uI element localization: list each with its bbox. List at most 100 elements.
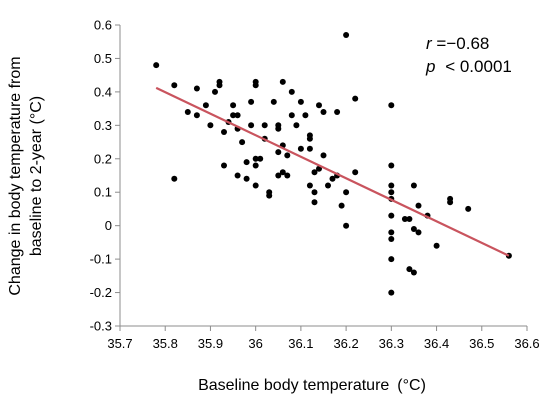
y-tick-label: 0.6 xyxy=(94,18,112,33)
r-annotation: r =−0.68 xyxy=(426,34,489,53)
data-point xyxy=(193,112,200,119)
x-tick-label: 35.8 xyxy=(153,336,178,351)
regression-line xyxy=(155,86,510,257)
data-point xyxy=(415,229,422,236)
data-point xyxy=(343,189,350,196)
data-point xyxy=(306,135,313,142)
r-symbol: r xyxy=(426,34,433,53)
data-point xyxy=(297,145,304,152)
data-point xyxy=(212,88,218,95)
x-tick-label: 36.6 xyxy=(514,336,539,351)
r-value: =−0.68 xyxy=(436,34,489,53)
data-point xyxy=(257,155,264,162)
x-tick-label: 36.2 xyxy=(333,336,358,351)
data-point xyxy=(275,125,282,132)
data-point xyxy=(388,229,395,236)
data-point xyxy=(234,112,241,119)
data-point xyxy=(311,189,318,196)
data-point xyxy=(216,78,223,85)
data-point xyxy=(388,212,395,219)
data-point xyxy=(302,112,309,119)
data-point xyxy=(410,182,417,189)
x-tick-label: 36.4 xyxy=(424,336,449,351)
data-point xyxy=(410,226,417,232)
y-tick-label: 0.5 xyxy=(94,51,112,66)
x-tick-label: 36.1 xyxy=(288,336,313,351)
data-point xyxy=(410,269,417,276)
y-tick-label: -0.1 xyxy=(90,252,112,267)
x-tick-label: 36.5 xyxy=(469,336,494,351)
data-point xyxy=(320,152,327,159)
data-point xyxy=(388,162,395,169)
data-point xyxy=(329,175,336,182)
data-point xyxy=(352,169,359,176)
data-point xyxy=(243,175,250,182)
data-point xyxy=(388,236,395,242)
data-point xyxy=(171,82,178,89)
axes: 0.6 0.5 0.4 0.3 0.2 0.1 0 -0.1 -0.2 -0.3 35.7 35.8… xyxy=(90,18,540,352)
data-point xyxy=(311,169,318,176)
data-point xyxy=(221,129,227,135)
x-tick-label: 36.3 xyxy=(379,336,404,351)
data-point xyxy=(207,122,214,129)
data-point xyxy=(171,175,178,182)
y-tick-label: -0.3 xyxy=(90,319,112,334)
y-axis-title-line-1: Change in body temperature from xyxy=(7,56,24,295)
data-point xyxy=(275,149,282,156)
data-point xyxy=(388,289,395,296)
data-point xyxy=(433,242,440,249)
data-point xyxy=(388,102,395,109)
data-point xyxy=(388,182,395,189)
data-point xyxy=(270,98,277,105)
data-point xyxy=(288,112,295,119)
data-point xyxy=(252,182,259,189)
y-tick-label: 0.3 xyxy=(94,118,112,133)
p-symbol: p xyxy=(425,57,435,76)
data-point xyxy=(320,109,327,115)
data-point xyxy=(343,222,350,229)
data-point xyxy=(338,202,345,209)
data-point xyxy=(284,152,291,159)
data-point xyxy=(221,162,227,169)
data-point xyxy=(325,182,331,189)
x-tick-label: 36 xyxy=(248,336,262,351)
data-point xyxy=(343,32,350,38)
data-point xyxy=(297,98,304,105)
y-tick-label: 0.2 xyxy=(94,151,112,166)
data-point xyxy=(406,216,413,222)
x-tick-label: 35.9 xyxy=(198,336,223,351)
data-point xyxy=(388,189,395,196)
data-point xyxy=(388,256,395,263)
data-point xyxy=(465,205,472,212)
data-point xyxy=(311,199,318,206)
data-point xyxy=(153,62,160,69)
data-point xyxy=(248,122,255,129)
data-point xyxy=(239,139,246,146)
data-point xyxy=(230,112,237,119)
x-axis-title: Baseline body temperature (°C) xyxy=(198,377,426,394)
data-point xyxy=(279,169,286,176)
data-point xyxy=(306,182,313,189)
data-point xyxy=(406,266,413,273)
x-tick-label: 35.7 xyxy=(107,336,132,351)
x-ticks: 35.7 35.8 35.9 36 36.1 36.2 36.3 36.4 36.5 36.6 xyxy=(107,326,540,351)
y-tick-label: 0 xyxy=(105,218,112,233)
data-point xyxy=(284,172,291,179)
data-point xyxy=(447,199,454,206)
data-point xyxy=(243,159,250,166)
y-tick-label: 0.1 xyxy=(94,185,112,200)
y-ticks: 0.6 0.5 0.4 0.3 0.2 0.1 0 -0.1 -0.2 -0.3 xyxy=(90,18,120,334)
y-axis-title-line-2: baseline to 2-year (°C) xyxy=(28,96,45,256)
y-tick-label: -0.2 xyxy=(90,285,112,300)
data-point xyxy=(230,102,237,109)
data-point xyxy=(184,109,191,115)
y-axis-title: Change in body temperature from baseline… xyxy=(7,56,45,295)
p-annotation: p < 0.0001 xyxy=(425,57,512,76)
data-point xyxy=(401,216,408,222)
data-point xyxy=(261,122,268,129)
data-point xyxy=(288,88,295,95)
data-point xyxy=(306,145,313,152)
y-tick-label: 0.4 xyxy=(94,84,112,99)
data-point xyxy=(252,162,259,169)
